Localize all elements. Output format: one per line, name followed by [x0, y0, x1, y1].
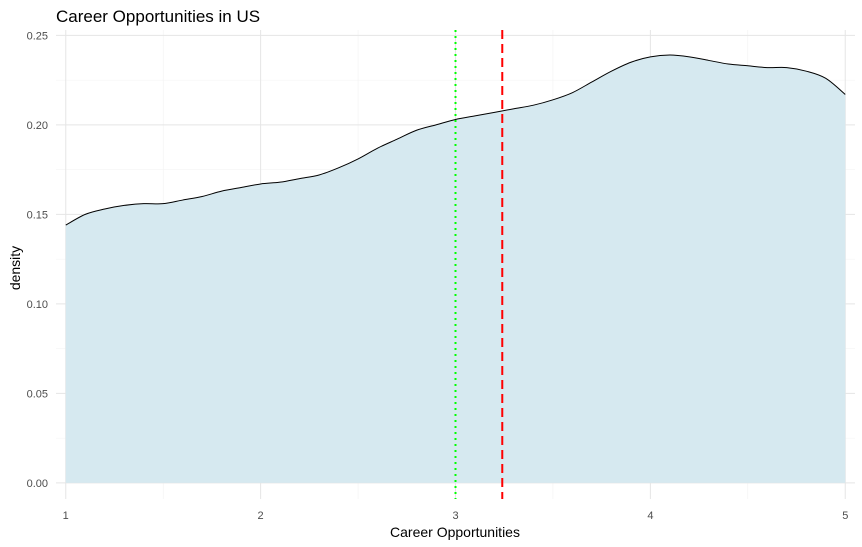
x-tick-label: 3: [452, 510, 458, 522]
density-area-layer: [65, 54, 846, 483]
y-tick-label: 0.20: [27, 120, 48, 132]
y-tick-label: 0.05: [27, 388, 48, 400]
chart-title: Career Opportunities in US: [56, 7, 260, 26]
density-curve: [65, 54, 846, 226]
y-tick-label: 0.25: [27, 30, 48, 42]
x-axis-ticks: 1 2 3 4 5: [63, 510, 849, 522]
y-tick-label: 0.15: [27, 209, 48, 221]
x-tick-label: 5: [842, 510, 848, 522]
x-tick-label: 2: [258, 510, 264, 522]
density-area: [65, 55, 846, 483]
y-axis-title: density: [7, 246, 23, 290]
y-tick-label: 0.00: [27, 478, 48, 490]
x-tick-label: 1: [63, 510, 69, 522]
y-tick-label: 0.10: [27, 299, 48, 311]
reference-lines: [454, 30, 504, 499]
x-axis-title: Career Opportunities: [390, 524, 520, 540]
x-tick-label: 4: [647, 510, 653, 522]
y-axis-ticks: 0.00 0.05 0.10 0.15 0.20 0.25: [27, 30, 48, 490]
